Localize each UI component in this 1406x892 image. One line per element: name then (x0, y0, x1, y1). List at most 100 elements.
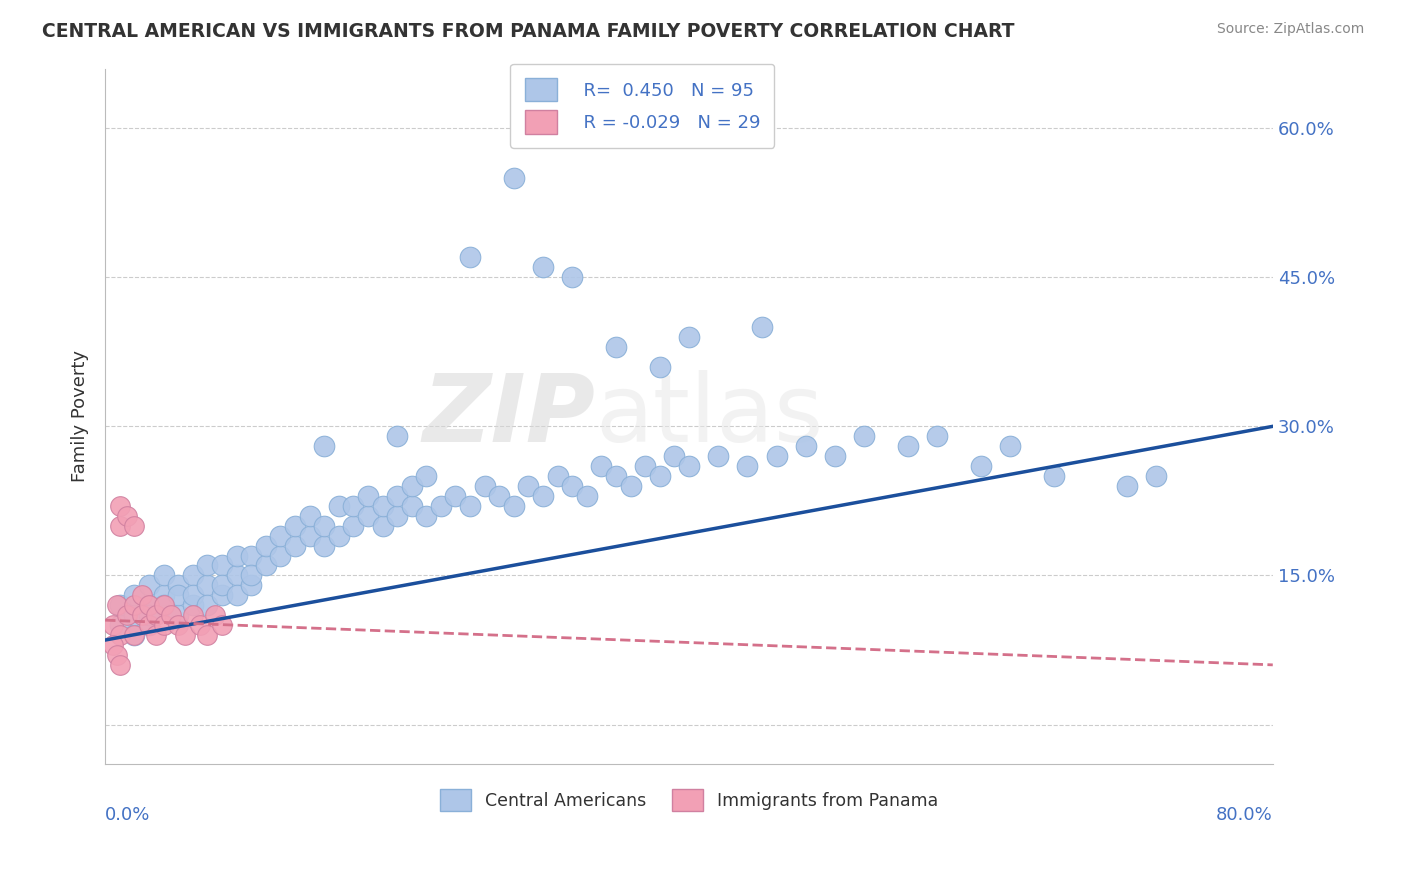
Point (1115, 479, 1137, 493)
Point (415, 508, 437, 523)
Point (357, 508, 380, 523)
Point (502, 499, 524, 513)
Text: atlas: atlas (596, 370, 824, 462)
Point (211, 588, 233, 602)
Point (115, 508, 138, 523)
Point (108, 518, 131, 533)
Point (195, 599, 218, 613)
Point (517, 479, 540, 493)
Point (160, 608, 183, 623)
Point (188, 618, 211, 632)
Point (531, 489, 554, 503)
Point (342, 518, 364, 533)
Point (269, 549, 291, 563)
Point (561, 479, 583, 493)
Point (751, 320, 773, 334)
Point (152, 568, 174, 582)
Point (145, 608, 167, 623)
Point (605, 469, 627, 483)
Point (284, 518, 307, 533)
Point (401, 499, 423, 513)
Point (240, 578, 263, 592)
Point (342, 499, 364, 513)
Point (853, 429, 876, 443)
Point (211, 558, 233, 573)
Point (371, 499, 394, 513)
Point (138, 599, 160, 613)
Point (181, 608, 204, 623)
Text: 80.0%: 80.0% (1216, 806, 1272, 824)
Text: ZIP: ZIP (423, 370, 596, 462)
Point (124, 518, 146, 533)
Point (240, 568, 263, 582)
Point (371, 518, 394, 533)
Point (765, 449, 787, 463)
Point (1144, 469, 1167, 483)
Point (101, 618, 124, 632)
Point (547, 469, 569, 483)
Text: 0.0%: 0.0% (105, 806, 150, 824)
Point (145, 628, 167, 642)
Point (385, 429, 408, 443)
Point (298, 529, 321, 543)
Point (575, 489, 598, 503)
Point (105, 648, 128, 662)
Point (174, 628, 197, 642)
Point (634, 459, 657, 474)
Point (794, 439, 817, 453)
Point (664, 449, 686, 463)
Point (152, 588, 174, 602)
Point (124, 628, 146, 642)
Point (181, 568, 204, 582)
Point (1043, 469, 1066, 483)
Point (124, 588, 146, 602)
Point (314, 539, 336, 553)
Point (108, 599, 131, 613)
Point (897, 439, 920, 453)
Point (115, 608, 138, 623)
Point (167, 578, 190, 592)
Point (195, 578, 218, 592)
Point (444, 489, 467, 503)
Point (138, 578, 160, 592)
Point (458, 499, 481, 513)
Point (385, 508, 408, 523)
Y-axis label: Family Poverty: Family Poverty (72, 351, 89, 483)
Point (970, 459, 993, 474)
Point (195, 558, 218, 573)
Point (401, 479, 423, 493)
Point (124, 608, 146, 623)
Point (211, 578, 233, 592)
Point (385, 489, 408, 503)
Point (108, 499, 131, 513)
Point (648, 359, 671, 374)
Point (101, 638, 124, 652)
Text: CENTRAL AMERICAN VS IMMIGRANTS FROM PANAMA FAMILY POVERTY CORRELATION CHART: CENTRAL AMERICAN VS IMMIGRANTS FROM PANA… (42, 22, 1015, 41)
Point (474, 479, 496, 493)
Point (502, 170, 524, 185)
Point (108, 657, 131, 672)
Point (531, 260, 554, 275)
Point (284, 539, 307, 553)
Point (328, 499, 350, 513)
Text: Source: ZipAtlas.com: Source: ZipAtlas.com (1216, 22, 1364, 37)
Point (138, 618, 160, 632)
Point (131, 588, 153, 602)
Point (269, 529, 291, 543)
Point (458, 251, 481, 265)
Point (927, 429, 949, 443)
Point (707, 449, 730, 463)
Point (124, 599, 146, 613)
Point (357, 489, 380, 503)
Point (108, 618, 131, 632)
Point (152, 599, 174, 613)
Legend: Central Americans, Immigrants from Panama: Central Americans, Immigrants from Panam… (433, 782, 945, 818)
Point (105, 599, 128, 613)
Point (328, 529, 350, 543)
Point (648, 469, 671, 483)
Point (591, 459, 613, 474)
Point (314, 518, 336, 533)
Point (605, 340, 627, 354)
Point (225, 568, 247, 582)
Point (254, 558, 277, 573)
